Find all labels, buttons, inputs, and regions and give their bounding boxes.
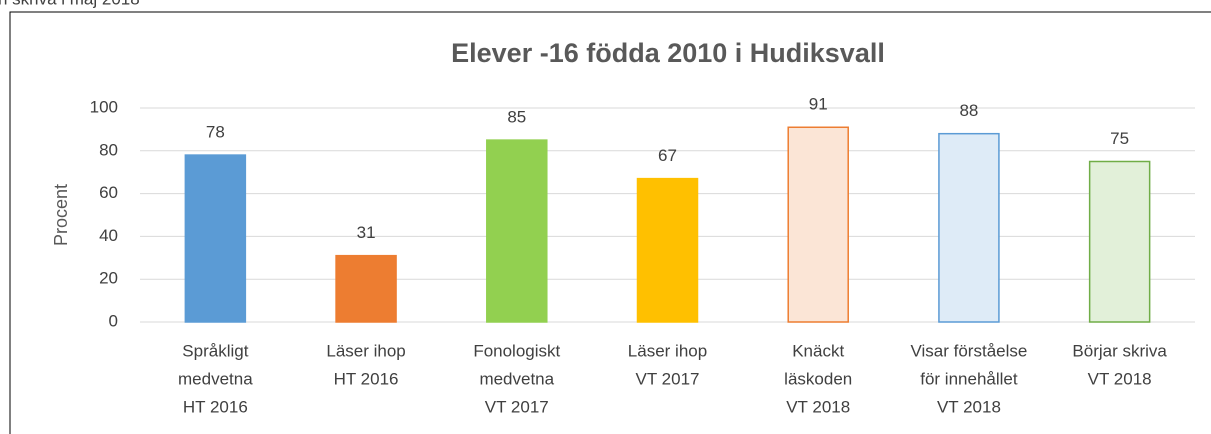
x-tick-label: VT 2018 [786, 397, 850, 416]
bar [938, 132, 1000, 323]
value-label: 78 [206, 123, 225, 142]
caption: och skriva i maj 2018 [0, 0, 140, 8]
value-label: 67 [658, 146, 677, 165]
x-tick-label: VT 2018 [1088, 369, 1152, 388]
y-axis-label: Procent [51, 184, 71, 246]
x-tick-label: medvetna [479, 369, 554, 388]
x-tick-label: HT 2016 [183, 397, 248, 416]
value-label: 91 [809, 95, 828, 114]
value-label: 75 [1110, 129, 1129, 148]
x-tick-label: Börjar skriva [1072, 341, 1167, 360]
bar [636, 177, 699, 323]
x-tick-label: Fonologiskt [473, 341, 560, 360]
x-tick-label: Språkligt [182, 341, 248, 360]
chart-title: Elever -16 födda 2010 i Hudiksvall [451, 38, 885, 68]
x-tick-label: VT 2018 [937, 397, 1001, 416]
y-tick-label: 0 [109, 311, 118, 330]
bar [1088, 160, 1151, 323]
x-tick-label: Knäckt [792, 341, 844, 360]
x-tick-label: HT 2016 [334, 369, 399, 388]
bar [486, 139, 548, 323]
x-tick-label: Visar förståelse [910, 341, 1027, 360]
x-tick-label: Läser ihop [628, 341, 707, 360]
y-tick-label: 20 [99, 269, 118, 288]
value-label: 31 [357, 223, 376, 242]
y-tick-label: 60 [99, 183, 118, 202]
y-tick-label: 100 [90, 97, 118, 116]
x-tick-label: VT 2017 [636, 369, 700, 388]
value-label: 88 [959, 101, 978, 120]
x-tick-label: medvetna [178, 369, 253, 388]
x-tick-label: VT 2017 [485, 397, 549, 416]
bar [335, 254, 397, 323]
y-tick-label: 40 [99, 226, 118, 245]
x-tick-label: Läser ihop [326, 341, 405, 360]
x-tick-label: för innehållet [920, 369, 1018, 388]
y-tick-label: 80 [99, 140, 118, 159]
value-label: 85 [507, 108, 526, 127]
bar [184, 154, 247, 323]
bar [787, 126, 849, 323]
x-tick-label: läskoden [784, 369, 852, 388]
